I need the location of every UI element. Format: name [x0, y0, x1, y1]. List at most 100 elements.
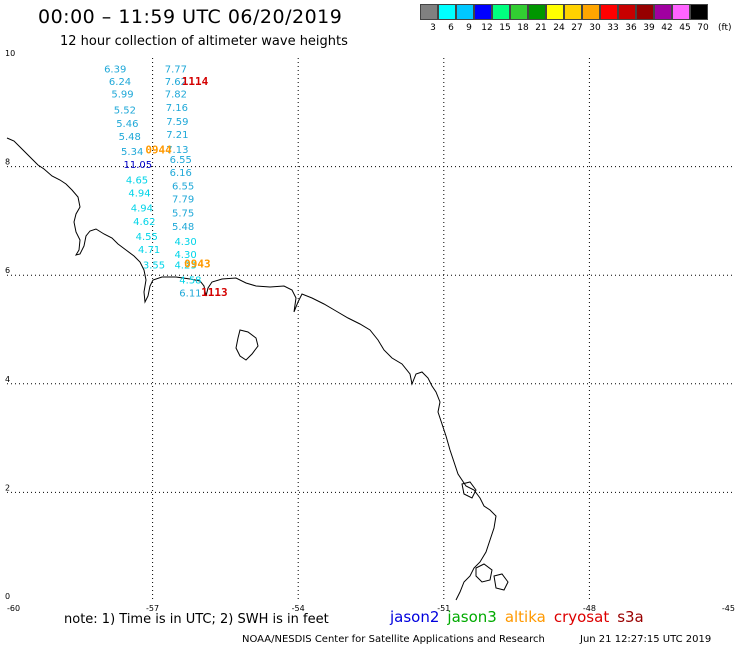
- color-scale-label: 21: [535, 23, 547, 33]
- longitude-tick-label: -60: [7, 604, 20, 613]
- longitude-tick-label: -54: [292, 604, 305, 613]
- wave-height-value: 11.05: [123, 160, 152, 171]
- latitude-tick-label: 10: [5, 49, 15, 58]
- legend-item-cryosat: cryosat: [553, 608, 610, 626]
- color-scale-label: 6: [448, 23, 454, 33]
- pass-time-label: 1114: [182, 75, 209, 88]
- latitude-tick-label: 0: [5, 592, 10, 601]
- color-scale-label: 39: [643, 23, 655, 33]
- coastline: [6, 137, 497, 601]
- legend-item-s3a: s3a: [617, 608, 644, 626]
- wave-height-value: 4.62: [133, 217, 155, 228]
- wave-height-value: 4.58: [179, 275, 201, 286]
- footer-note: note: 1) Time is in UTC; 2) SWH is in fe…: [64, 612, 329, 627]
- color-scale-swatch: [510, 4, 528, 20]
- color-scale-swatch: [618, 4, 636, 20]
- color-scale-label: 18: [517, 23, 529, 33]
- color-scale-label: 70: [697, 23, 709, 33]
- wave-height-value: 4.30: [174, 237, 196, 248]
- color-scale-swatch: [564, 4, 582, 20]
- legend-item-jason3: jason3: [447, 608, 497, 626]
- wave-height-value: 5.46: [116, 119, 138, 130]
- wave-height-value: 5.99: [111, 90, 133, 101]
- wave-height-value: 7.82: [165, 90, 187, 101]
- color-scale-label: 27: [571, 23, 583, 33]
- latitude-tick-label: 2: [5, 483, 10, 492]
- wave-height-value: 6.11: [179, 288, 201, 299]
- latitude-tick-label: 8: [5, 158, 10, 167]
- legend-item-altika: altika: [504, 608, 546, 626]
- color-scale-swatch: [600, 4, 618, 20]
- axis-tick-labels: -60 -57 -54 -51 -48 -45 0 2 4 6 8 10: [5, 49, 735, 613]
- satellite-legend: jason2 jason3 altika cryosat s3a: [390, 608, 652, 626]
- longitude-tick-label: -45: [722, 604, 735, 613]
- wave-height-value: 7.59: [166, 117, 188, 128]
- color-scale-swatch: [672, 4, 690, 20]
- wave-height-value: 6.24: [109, 77, 131, 88]
- wave-height-value: 7.21: [166, 130, 188, 141]
- wave-height-value: 6.39: [104, 65, 126, 76]
- coastline-island: [235, 329, 259, 361]
- latitude-tick-label: 4: [5, 375, 10, 384]
- color-scale-swatch: [438, 4, 456, 20]
- wave-height-value: 5.52: [114, 105, 136, 116]
- wave-height-value: 7.16: [166, 103, 188, 114]
- color-scale-label: 12: [481, 23, 493, 33]
- longitude-tick-label: -48: [583, 604, 596, 613]
- color-scale-swatch: [690, 4, 708, 20]
- wave-height-value: 5.48: [119, 132, 141, 143]
- wave-height-value: 3.55: [143, 261, 165, 272]
- pass-time-label: 1113: [201, 286, 228, 299]
- wave-height-value: 7.13: [166, 145, 188, 156]
- wave-height-value: 4.94: [128, 188, 150, 199]
- wave-height-value: 4.55: [136, 232, 158, 243]
- wave-height-value: 6.55: [170, 155, 192, 166]
- color-scale-unit: (ft): [718, 23, 732, 33]
- wave-height-value: 4.23: [174, 261, 196, 272]
- color-scale-label: 36: [625, 23, 637, 33]
- color-scale-label: 42: [661, 23, 673, 33]
- color-scale-swatch: [582, 4, 600, 20]
- wave-height-value: 5.48: [172, 222, 194, 233]
- legend-item-jason2: jason2: [390, 608, 440, 626]
- wave-height-value: 4.65: [126, 175, 148, 186]
- coastline-island: [475, 563, 493, 583]
- color-scale-swatch: [546, 4, 564, 20]
- page-title: 00:00 – 11:59 UTC 06/20/2019: [38, 6, 343, 28]
- color-scale-swatch: [474, 4, 492, 20]
- pass-time-labels: 1114 0944 0943 1113: [145, 75, 227, 299]
- color-scale-label: 9: [466, 23, 472, 33]
- latitude-tick-label: 6: [5, 266, 10, 275]
- coastline-island: [461, 481, 477, 499]
- wave-height-labels: 6.396.24 5.99 5.52 5.46 5.48 5.34 11.05 4.65 4.9…: [104, 65, 201, 300]
- map-gridlines: [7, 58, 735, 601]
- color-scale-swatch: [636, 4, 654, 20]
- footer-timestamp: Jun 21 12:27:15 UTC 2019: [580, 634, 712, 645]
- footer-credit: NOAA/NESDIS Center for Satellite Applica…: [242, 634, 545, 645]
- color-scale-swatch: [528, 4, 546, 20]
- color-scale-swatch: [492, 4, 510, 20]
- wave-height-value: 5.34: [121, 147, 143, 158]
- color-scale-label: 33: [607, 23, 619, 33]
- pass-time-label: 0943: [184, 258, 211, 271]
- color-scale-swatch: [456, 4, 474, 20]
- coastline-island: [493, 573, 509, 591]
- color-scale-label: 15: [499, 23, 511, 33]
- color-scale-label: 24: [553, 23, 565, 33]
- pass-time-label: 0944: [145, 144, 172, 157]
- longitude-tick-label: -51: [437, 604, 450, 613]
- color-scale-label: 45: [679, 23, 691, 33]
- wave-height-value: 4.71: [138, 245, 160, 256]
- color-scale-label: 3: [430, 23, 436, 33]
- color-scale-swatch: [420, 4, 438, 20]
- wave-height-value: 7.62: [165, 77, 187, 88]
- wave-height-value: 6.16: [170, 168, 192, 179]
- color-scale-swatch: [654, 4, 672, 20]
- longitude-tick-label: -57: [146, 604, 159, 613]
- wave-height-value: 4.30: [174, 250, 196, 261]
- wave-height-value: 7.77: [165, 65, 187, 76]
- wave-height-value: 7.79: [172, 194, 194, 205]
- wave-height-value: 4.94: [131, 204, 153, 215]
- wave-height-value: 5.75: [172, 209, 194, 220]
